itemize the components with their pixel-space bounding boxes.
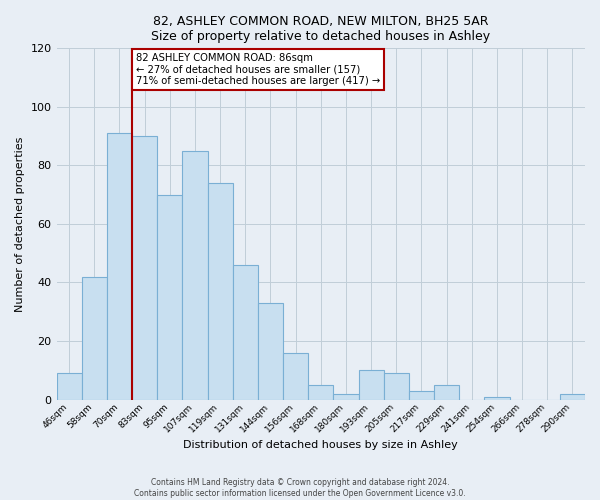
Bar [359,370,383,400]
Bar [233,265,258,400]
Bar [560,394,585,400]
Y-axis label: Number of detached properties: Number of detached properties [15,136,25,312]
Bar [434,385,459,400]
Bar [308,385,334,400]
Bar [182,151,208,400]
Bar [82,276,107,400]
Bar [409,391,434,400]
Text: 82 ASHLEY COMMON ROAD: 86sqm
← 27% of detached houses are smaller (157)
71% of s: 82 ASHLEY COMMON ROAD: 86sqm ← 27% of de… [136,52,380,86]
Bar [258,303,283,400]
Bar [484,396,509,400]
Title: 82, ASHLEY COMMON ROAD, NEW MILTON, BH25 5AR
Size of property relative to detach: 82, ASHLEY COMMON ROAD, NEW MILTON, BH25… [151,15,490,43]
Text: Contains HM Land Registry data © Crown copyright and database right 2024.
Contai: Contains HM Land Registry data © Crown c… [134,478,466,498]
Bar [107,133,132,400]
Bar [132,136,157,400]
Bar [383,373,409,400]
Bar [56,373,82,400]
X-axis label: Distribution of detached houses by size in Ashley: Distribution of detached houses by size … [184,440,458,450]
Bar [334,394,359,400]
Bar [208,183,233,400]
Bar [157,194,182,400]
Bar [283,352,308,400]
